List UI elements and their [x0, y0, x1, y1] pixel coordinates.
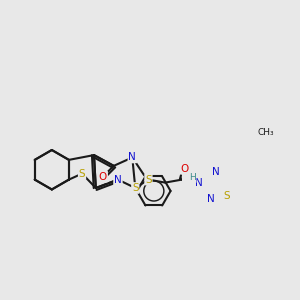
- Text: S: S: [79, 169, 86, 178]
- Text: H: H: [189, 173, 196, 182]
- Text: N: N: [212, 167, 219, 177]
- Text: N: N: [207, 194, 214, 204]
- Text: N: N: [114, 175, 122, 184]
- Text: O: O: [99, 172, 107, 182]
- Text: S: S: [224, 191, 230, 201]
- Text: S: S: [145, 175, 152, 184]
- Text: S: S: [132, 183, 139, 193]
- Text: O: O: [181, 164, 189, 174]
- Text: CH₃: CH₃: [257, 128, 274, 137]
- Text: N: N: [195, 178, 203, 188]
- Text: N: N: [128, 152, 136, 163]
